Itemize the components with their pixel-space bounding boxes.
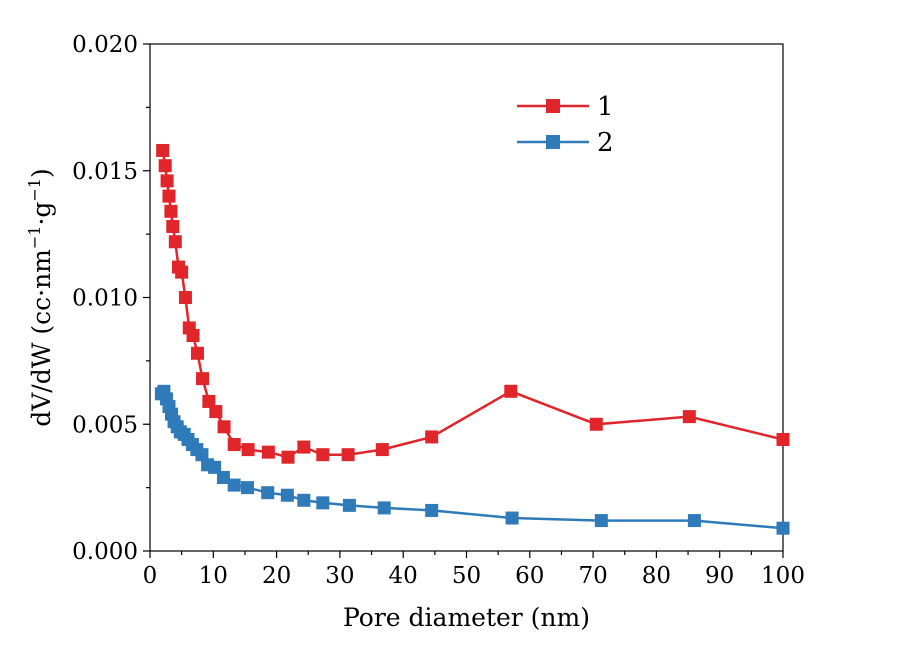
data-point [202, 394, 216, 408]
data-point [297, 493, 311, 507]
data-point [168, 235, 182, 249]
y-axis-title: dV/dW (cc·nm−1·g−1) [25, 168, 56, 427]
data-point [505, 511, 519, 525]
y-tick-label: 0.020 [72, 32, 138, 58]
data-point [195, 448, 209, 462]
data-point [776, 521, 790, 535]
y-title-sup1: −1 [25, 226, 44, 250]
data-point [261, 445, 275, 459]
y-title-mid: ·g [27, 202, 56, 226]
data-point [316, 448, 330, 462]
x-tick-label: 0 [143, 563, 158, 589]
legend-label: 2 [597, 128, 614, 158]
data-point [682, 410, 696, 424]
data-point [342, 498, 356, 512]
legend: 12 [517, 92, 614, 158]
data-point [166, 220, 180, 234]
x-tick-label: 50 [452, 563, 481, 589]
data-point [776, 432, 790, 446]
data-point [504, 384, 518, 398]
data-point [164, 204, 178, 218]
x-tick-label: 70 [578, 563, 607, 589]
series-2 [154, 384, 790, 535]
series-1 [156, 143, 790, 464]
data-point [190, 346, 204, 360]
legend-marker [546, 135, 560, 149]
axes: 0 10 20 30 40 50 60 70 80 90 100 0.000 0.005 0.010 0.0… [72, 32, 805, 589]
data-point [589, 417, 603, 431]
data-point [425, 430, 439, 444]
y-tick-label: 0.000 [72, 539, 138, 565]
data-point [261, 486, 275, 500]
data-point [162, 189, 176, 203]
data-point [425, 503, 439, 517]
data-point [240, 481, 254, 495]
data-point [186, 329, 200, 343]
data-point [160, 174, 174, 188]
x-tick-label: 100 [761, 563, 805, 589]
data-point [594, 514, 608, 528]
x-tick-label: 80 [642, 563, 671, 589]
data-point [241, 443, 255, 457]
data-point [178, 291, 192, 304]
data-point [208, 460, 222, 474]
data-point [175, 265, 189, 279]
legend-marker [546, 99, 560, 113]
data-point [227, 478, 241, 492]
x-axis-title: Pore diameter (nm) [343, 603, 590, 632]
y-title-end: ) [27, 168, 56, 178]
data-point [217, 420, 231, 434]
data-point [281, 450, 295, 464]
y-tick-label: 0.010 [72, 286, 138, 312]
data-point [209, 405, 223, 419]
data-point [377, 501, 391, 515]
data-point [316, 496, 330, 510]
data-point [227, 438, 241, 452]
data-point [280, 488, 294, 502]
y-tick-label: 0.005 [72, 412, 138, 438]
legend-label: 1 [597, 92, 614, 122]
x-tick-label: 20 [262, 563, 291, 589]
x-tick-label: 40 [389, 563, 418, 589]
x-tick-label: 30 [325, 563, 354, 589]
data-point [216, 470, 230, 484]
series-layer [154, 143, 790, 535]
y-title-base: dV/dW (cc·nm [27, 249, 56, 427]
data-point [375, 443, 389, 457]
y-tick-label: 0.015 [72, 159, 138, 185]
x-tick-label: 60 [515, 563, 544, 589]
data-point [196, 372, 210, 386]
x-tick-label: 90 [705, 563, 734, 589]
data-point [158, 159, 172, 173]
x-tick-label: 10 [199, 563, 228, 589]
data-point [341, 448, 355, 462]
data-point [156, 143, 170, 157]
data-point [687, 514, 701, 528]
y-title-sup2: −1 [25, 178, 44, 202]
plot-frame [149, 43, 784, 552]
data-point [297, 440, 311, 454]
